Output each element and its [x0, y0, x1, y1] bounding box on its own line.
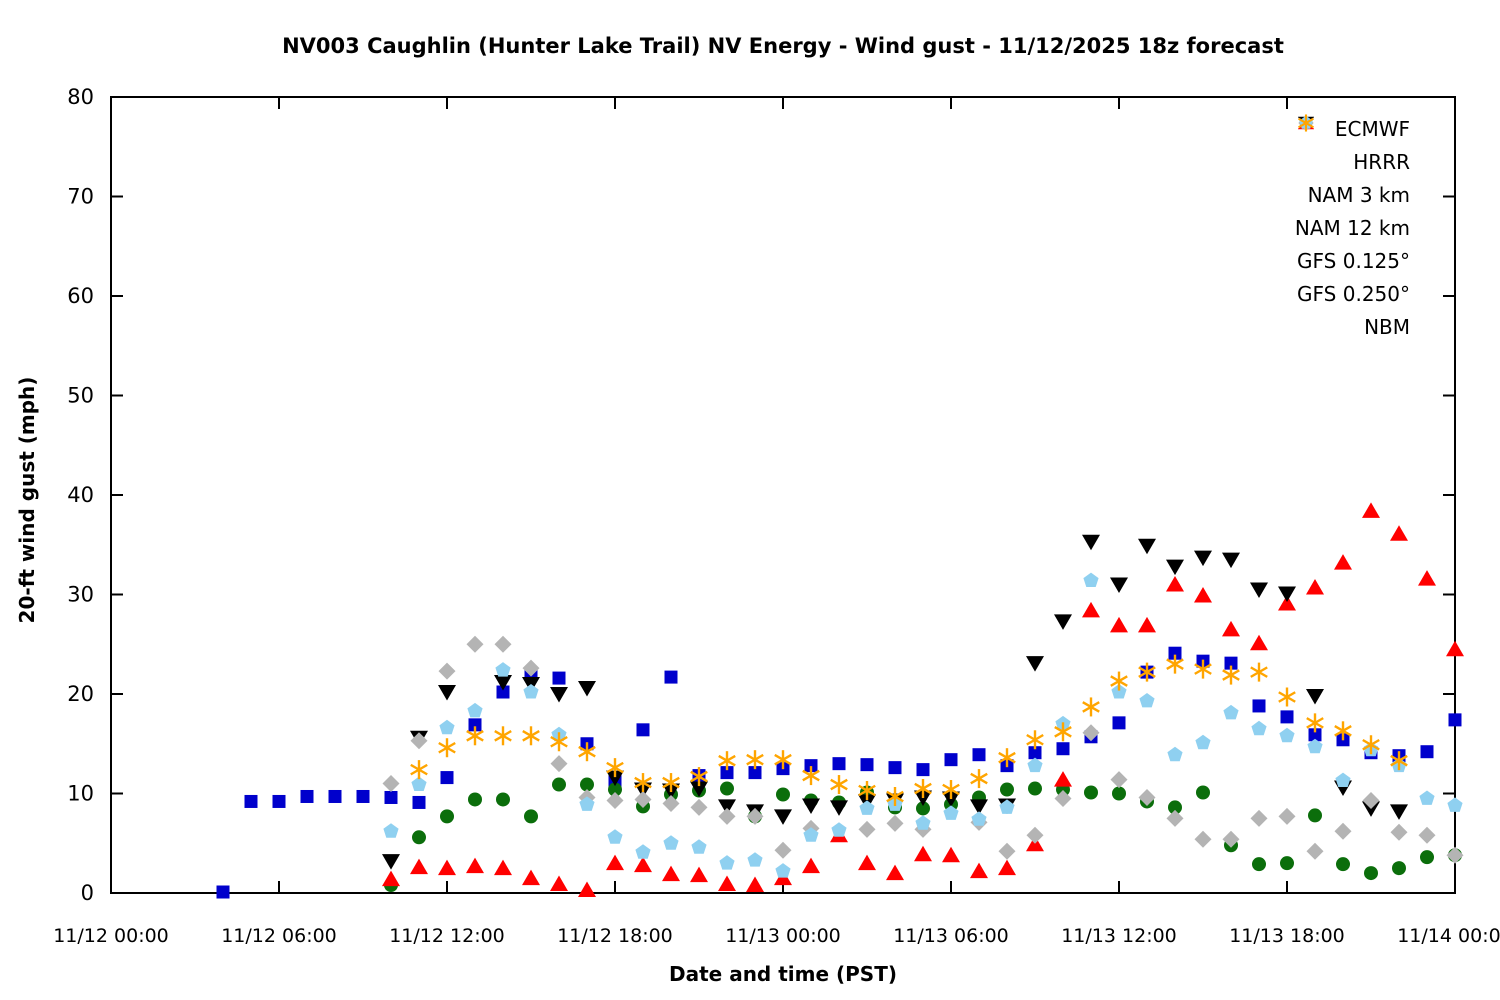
x-tick-label: 11/13 12:00 — [1061, 925, 1177, 947]
legend-label: NBM — [1364, 314, 1410, 339]
legend-label: NAM 3 km — [1307, 182, 1410, 207]
series-nbm — [410, 654, 1408, 806]
axis-tick-labels: 11/12 00:00 11/12 06:00 11/12 12:00 11/12 1… — [53, 85, 1500, 947]
asterisk-marker-icon — [1297, 114, 1314, 132]
y-tick-label: 0 — [81, 881, 94, 905]
x-tick-label: 11/12 06:00 — [221, 925, 337, 947]
y-tick-label: 30 — [67, 583, 94, 607]
series-ecmwf — [216, 646, 1462, 899]
y-tick-label: 40 — [67, 483, 94, 507]
x-tick-label: 11/12 00:00 — [53, 925, 169, 947]
legend-item-gfs-0-125-: GFS 0.125° — [1295, 115, 1410, 277]
x-tick-label: 11/13 06:00 — [893, 925, 1009, 947]
x-tick-label: 11/13 00:00 — [725, 925, 841, 947]
x-tick-label: 11/12 12:00 — [389, 925, 505, 947]
y-tick-label: 50 — [67, 384, 94, 408]
legend-item-nam-3-km: NAM 3 km — [1295, 115, 1410, 211]
series-gfs-0-250- — [383, 572, 1463, 878]
x-tick-label: 11/12 18:00 — [557, 925, 673, 947]
legend-label: HRRR — [1353, 149, 1410, 174]
y-tick-label: 70 — [67, 185, 94, 209]
legend-label: NAM 12 km — [1294, 215, 1410, 240]
y-tick-label: 80 — [67, 85, 94, 109]
y-axis-title: 20-ft wind gust (mph) — [15, 376, 39, 624]
legend-item-nam-12-km: NAM 12 km — [1294, 116, 1410, 244]
legend-item-hrrr: HRRR — [1295, 116, 1410, 178]
legend: ECMWF HRRR NAM 3 km NAM 12 km GFS 0.125° GFS … — [1295, 112, 1410, 343]
x-tick-label: 11/13 18:00 — [1229, 925, 1345, 947]
legend-label: GFS 0.250° — [1297, 281, 1410, 306]
chart-title: NV003 Caughlin (Hunter Lake Trail) NV En… — [282, 34, 1284, 58]
y-tick-label: 60 — [67, 284, 94, 308]
legend-item-nbm: NBM — [1295, 114, 1410, 343]
x-axis-title: Date and time (PST) — [669, 962, 897, 986]
y-tick-label: 10 — [67, 782, 94, 806]
axis-ticks — [110, 96, 1456, 894]
legend-label: GFS 0.125° — [1297, 248, 1410, 273]
x-tick-label: 11/14 00:00 — [1397, 925, 1500, 947]
series-nam-3-km — [382, 502, 1464, 898]
legend-label: ECMWF — [1334, 116, 1410, 141]
legend-item-gfs-0-250-: GFS 0.250° — [1295, 115, 1410, 310]
y-tick-label: 20 — [67, 682, 94, 706]
